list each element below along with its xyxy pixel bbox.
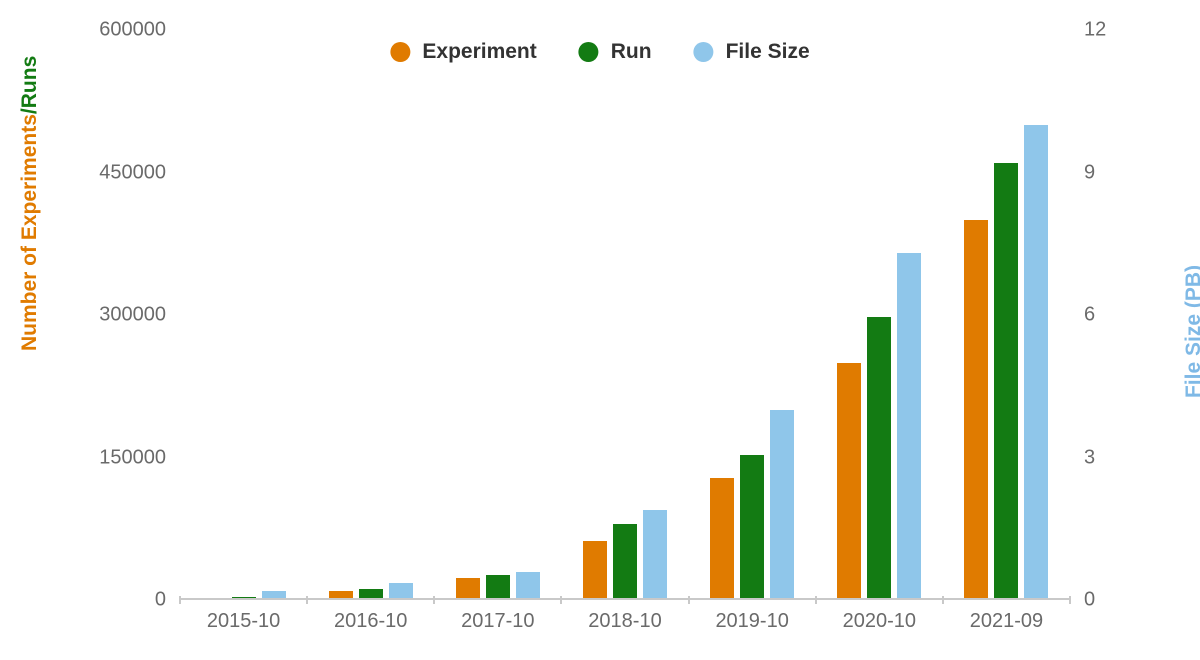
bar-run xyxy=(232,597,256,598)
bar-experiment xyxy=(456,578,480,598)
bar-file_size xyxy=(643,510,667,598)
bar-file_size xyxy=(1024,125,1048,598)
bar-experiment xyxy=(583,541,607,598)
bar-run xyxy=(359,589,383,598)
legend-item-run: Run xyxy=(579,40,652,64)
legend: Experiment Run File Size xyxy=(390,40,809,64)
chart-wrap: Number of Experiments/Runs File Size (PB… xyxy=(0,0,1200,660)
bar-file_size xyxy=(516,572,540,599)
bar-file_size xyxy=(389,583,413,598)
left-axis-title-part: / xyxy=(18,108,41,114)
x-axis-tick xyxy=(688,596,690,604)
legend-swatch-icon xyxy=(390,42,410,62)
right-axis-tick-label: 12 xyxy=(1084,19,1106,42)
x-axis-label: 2016-10 xyxy=(334,610,407,633)
x-axis-label: 2019-10 xyxy=(715,610,788,633)
x-axis-tick xyxy=(433,596,435,604)
x-axis-tick xyxy=(179,596,181,604)
bar-run xyxy=(994,163,1018,598)
bar-experiment xyxy=(329,591,353,599)
right-axis-tick-label: 9 xyxy=(1084,161,1095,184)
legend-label: Run xyxy=(611,40,652,64)
left-axis-title-part: Number of xyxy=(18,240,41,351)
left-axis-tick-label: 150000 xyxy=(99,446,166,469)
left-axis-title-part: Experiments xyxy=(18,114,41,240)
x-axis-label: 2018-10 xyxy=(588,610,661,633)
legend-label: File Size xyxy=(726,40,810,64)
bar-file_size xyxy=(897,253,921,598)
bar-experiment xyxy=(964,220,988,598)
x-axis-label: 2015-10 xyxy=(207,610,280,633)
right-axis-tick-label: 0 xyxy=(1084,589,1095,612)
left-axis-tick-label: 450000 xyxy=(99,161,166,184)
right-axis-title: File Size (PB) xyxy=(1182,265,1200,398)
bar-run xyxy=(613,524,637,598)
left-axis-title-part: Runs xyxy=(18,56,41,109)
bar-file_size xyxy=(262,591,286,599)
bar-run xyxy=(867,317,891,598)
bar-file_size xyxy=(770,410,794,598)
bar-experiment xyxy=(837,363,861,599)
legend-swatch-icon xyxy=(694,42,714,62)
legend-item-file_size: File Size xyxy=(694,40,810,64)
x-axis-line xyxy=(180,598,1070,600)
bar-run xyxy=(486,575,510,598)
bar-run xyxy=(740,455,764,598)
x-axis-tick xyxy=(306,596,308,604)
x-axis-tick xyxy=(942,596,944,604)
x-axis-tick xyxy=(815,596,817,604)
right-axis-tick-label: 3 xyxy=(1084,446,1095,469)
x-axis-label: 2020-10 xyxy=(843,610,916,633)
x-axis-tick xyxy=(1069,596,1071,604)
legend-swatch-icon xyxy=(579,42,599,62)
x-axis-label: 2017-10 xyxy=(461,610,534,633)
left-axis-tick-label: 300000 xyxy=(99,304,166,327)
bar-experiment xyxy=(710,478,734,598)
right-axis-tick-label: 6 xyxy=(1084,304,1095,327)
x-axis-label: 2021-09 xyxy=(970,610,1043,633)
left-axis-title: Number of Experiments/Runs xyxy=(18,56,42,351)
legend-item-experiment: Experiment xyxy=(390,40,536,64)
plot-area: 01500003000004500006000000369122015-1020… xyxy=(180,30,1070,600)
legend-label: Experiment xyxy=(422,40,536,64)
left-axis-tick-label: 0 xyxy=(155,589,166,612)
left-axis-tick-label: 600000 xyxy=(99,19,166,42)
x-axis-tick xyxy=(560,596,562,604)
